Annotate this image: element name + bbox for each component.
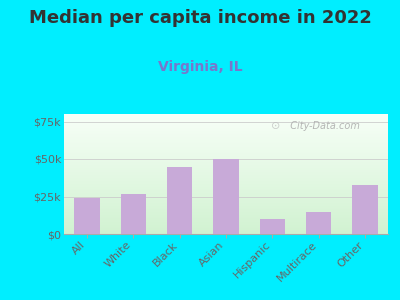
Bar — [74, 198, 100, 234]
Bar — [352, 184, 378, 234]
Bar — [260, 219, 285, 234]
Text: City-Data.com: City-Data.com — [284, 121, 360, 131]
Bar — [306, 212, 331, 234]
Bar — [213, 159, 239, 234]
Text: Virginia, IL: Virginia, IL — [158, 60, 242, 74]
Bar — [121, 194, 146, 234]
Text: Median per capita income in 2022: Median per capita income in 2022 — [28, 9, 372, 27]
Bar — [167, 167, 192, 234]
Text: ⊙: ⊙ — [271, 121, 281, 131]
